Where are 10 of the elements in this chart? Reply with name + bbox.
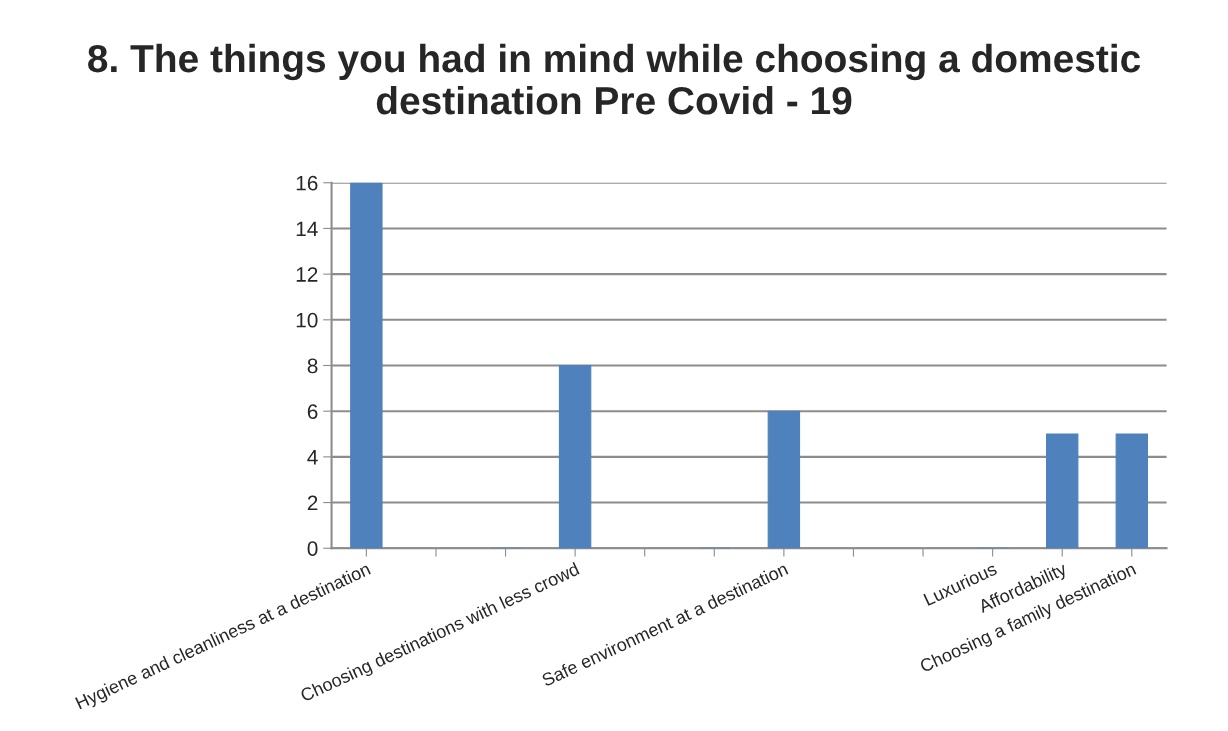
y-tick-label: 8 [307, 358, 318, 374]
y-tick-label: 0 [307, 541, 318, 556]
y-tick-label: 12 [296, 267, 318, 282]
chart-title: 8. The things you had in mind while choosing a domestic destination Pre Covid - 19 [88, 43, 1141, 115]
y-tick-label: 16 [296, 175, 318, 191]
y-tick-label: 2 [307, 495, 318, 511]
y-tick-label: 10 [296, 312, 318, 328]
y-tick-label: 6 [307, 404, 318, 419]
y-tick-label: 4 [307, 450, 318, 465]
y-tick-label: 14 [296, 221, 318, 236]
